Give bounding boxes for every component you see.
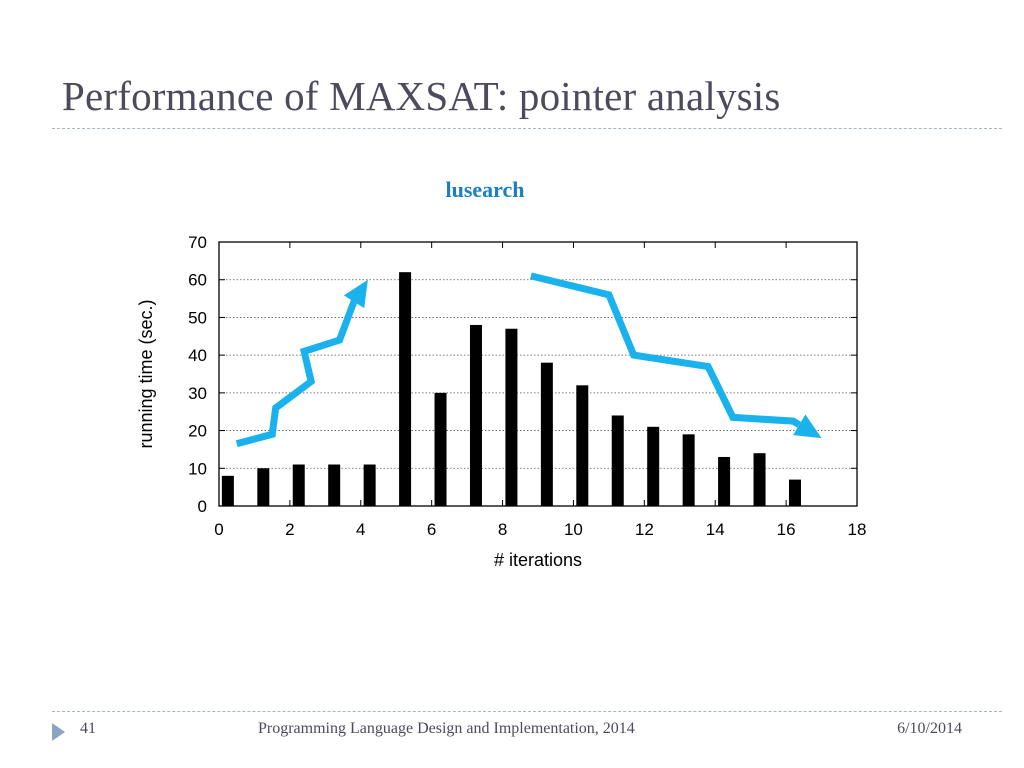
y-tick-label: 10 — [188, 459, 207, 478]
bar — [788, 479, 801, 506]
footer-text: Programming Language Design and Implemen… — [258, 720, 635, 737]
rising-trend-arrowhead — [343, 279, 368, 309]
bar — [611, 415, 624, 506]
x-tick-label: 12 — [635, 520, 654, 539]
x-tick-label: 16 — [777, 520, 796, 539]
bar — [647, 426, 660, 506]
chart-title: lusearch — [445, 177, 525, 202]
x-tick-label: 10 — [564, 520, 583, 539]
y-axis-label: running time (sec.) — [136, 299, 156, 448]
y-tick-label: 70 — [188, 233, 207, 252]
footer-divider — [52, 711, 1002, 712]
rising-trend-line — [235, 299, 358, 448]
bar — [540, 362, 553, 506]
x-tick-label: 4 — [356, 520, 365, 539]
y-tick-label: 0 — [198, 497, 207, 516]
bar — [505, 328, 518, 506]
bullet-triangle-icon — [52, 723, 65, 741]
bar — [399, 272, 412, 506]
falling-trend-arrowhead — [793, 414, 822, 439]
bar — [363, 464, 376, 506]
bar — [576, 385, 589, 506]
x-tick-label: 0 — [214, 520, 223, 539]
y-tick-label: 60 — [188, 271, 207, 290]
page-number: 41 — [80, 720, 96, 737]
y-tick-label: 20 — [188, 422, 207, 441]
x-tick-label: 6 — [427, 520, 436, 539]
bar — [682, 434, 695, 506]
x-tick-label: 14 — [706, 520, 725, 539]
x-tick-label: 8 — [498, 520, 507, 539]
bar — [257, 468, 270, 506]
x-tick-label: 2 — [285, 520, 294, 539]
y-tick-label: 30 — [188, 384, 207, 403]
bar — [718, 456, 731, 506]
bar — [434, 392, 447, 506]
y-tick-label: 40 — [188, 346, 207, 365]
title-divider — [52, 128, 1002, 129]
slide-title: Performance of MAXSAT: pointer analysis — [62, 73, 781, 119]
y-tick-label: 50 — [188, 308, 207, 327]
bar — [328, 464, 341, 506]
plot-frame — [218, 241, 858, 507]
bar — [292, 464, 305, 506]
footer-date: 6/10/2014 — [897, 720, 962, 737]
x-tick-label: 18 — [848, 520, 867, 539]
falling-trend-line — [530, 272, 802, 428]
x-axis-label: # iterations — [494, 550, 582, 570]
bar — [221, 475, 234, 506]
bar — [753, 453, 766, 506]
bar — [469, 324, 482, 506]
